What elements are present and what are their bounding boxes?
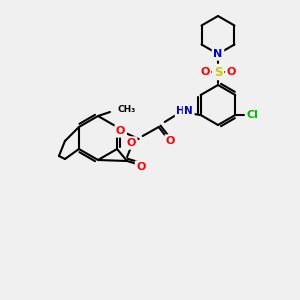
Text: O: O — [200, 67, 210, 77]
Text: O: O — [226, 67, 236, 77]
Text: Cl: Cl — [246, 110, 258, 120]
Text: O: O — [126, 138, 136, 148]
Text: O: O — [116, 126, 125, 136]
Text: S: S — [214, 65, 222, 79]
Text: O: O — [136, 162, 146, 172]
Text: H: H — [176, 106, 185, 116]
Text: CH₃: CH₃ — [117, 106, 135, 115]
Text: O: O — [166, 136, 175, 146]
Text: N: N — [184, 106, 193, 116]
Text: N: N — [213, 49, 223, 59]
